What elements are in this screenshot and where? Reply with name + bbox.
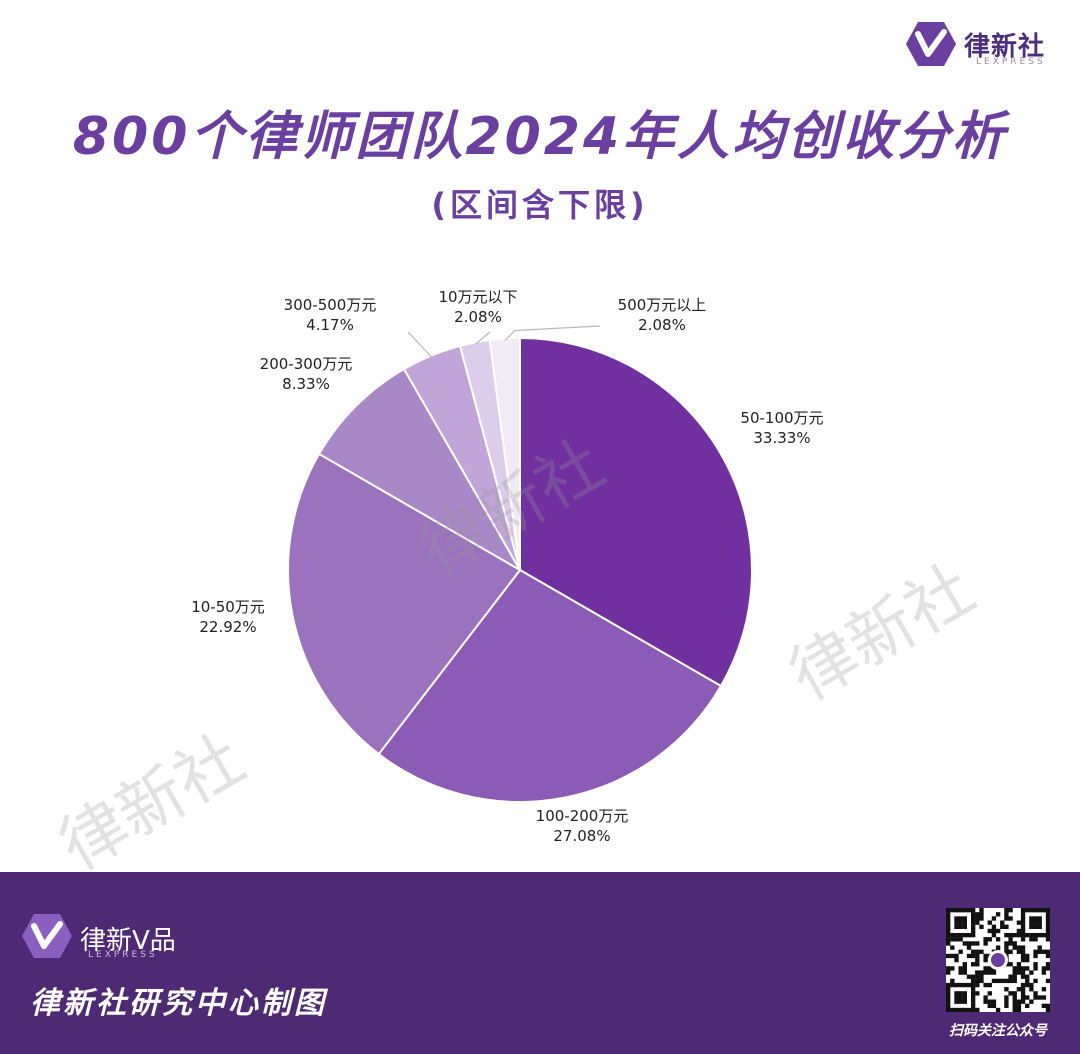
slice-percent: 2.08%: [454, 308, 502, 326]
page-subtitle: (区间含下限): [431, 186, 649, 224]
pie-chart: 50-100万元 33.33% 100-200万元 27.08% 10-50万元 22.9…: [191, 288, 823, 845]
pie-slice: [317, 367, 523, 573]
qr-code[interactable]: [946, 908, 1051, 1013]
slice-label: 300-500万元: [284, 296, 377, 314]
slice-percent: 2.08%: [638, 316, 686, 334]
leader-line: [407, 331, 433, 358]
footer: 律新V品 LEXPRESS 律新社研究中心制图 扫码关注公众号: [0, 872, 1080, 1054]
page-title: 800个律师团队2024年人均创收分析: [72, 107, 1008, 167]
slice-percent: 8.33%: [282, 375, 330, 393]
footer-logo: 律新V品 LEXPRESS: [22, 912, 242, 962]
pie-slice: [519, 336, 753, 688]
brand-logo-icon: [906, 22, 956, 66]
slice-label: 200-300万元: [260, 355, 353, 373]
pie-slice: [488, 336, 521, 571]
slice-percent: 22.92%: [199, 618, 256, 636]
footer-logo-sub: LEXPRESS: [88, 950, 158, 960]
leader-line: [474, 331, 491, 345]
slice-percent: 4.17%: [306, 316, 354, 334]
leader-line: [504, 325, 601, 341]
brand-logo: 律新社 LEXPRESS: [906, 20, 1056, 68]
footer-logo-name: 律新V品: [80, 926, 176, 956]
footer-logo-icon: [22, 914, 72, 958]
slice-label: 10-50万元: [191, 598, 265, 616]
brand-name: 律新社: [964, 32, 1046, 62]
slice-percent: 33.33%: [753, 429, 810, 447]
qr-code-icon: [946, 908, 1051, 1013]
qr-caption: 扫码关注公众号: [949, 1023, 1047, 1039]
slice-label: 100-200万元: [536, 807, 629, 825]
brand-sub: LEXPRESS: [976, 57, 1046, 67]
slice-label: 10万元以下: [438, 288, 517, 306]
slice-label: 500万元以上: [618, 296, 707, 314]
slice-label: 50-100万元: [740, 409, 823, 427]
pie-slice: [377, 568, 723, 803]
pie-slice: [287, 452, 522, 756]
chart-credit: 律新社研究中心制图: [30, 986, 327, 1021]
slice-percent: 27.08%: [553, 827, 610, 845]
